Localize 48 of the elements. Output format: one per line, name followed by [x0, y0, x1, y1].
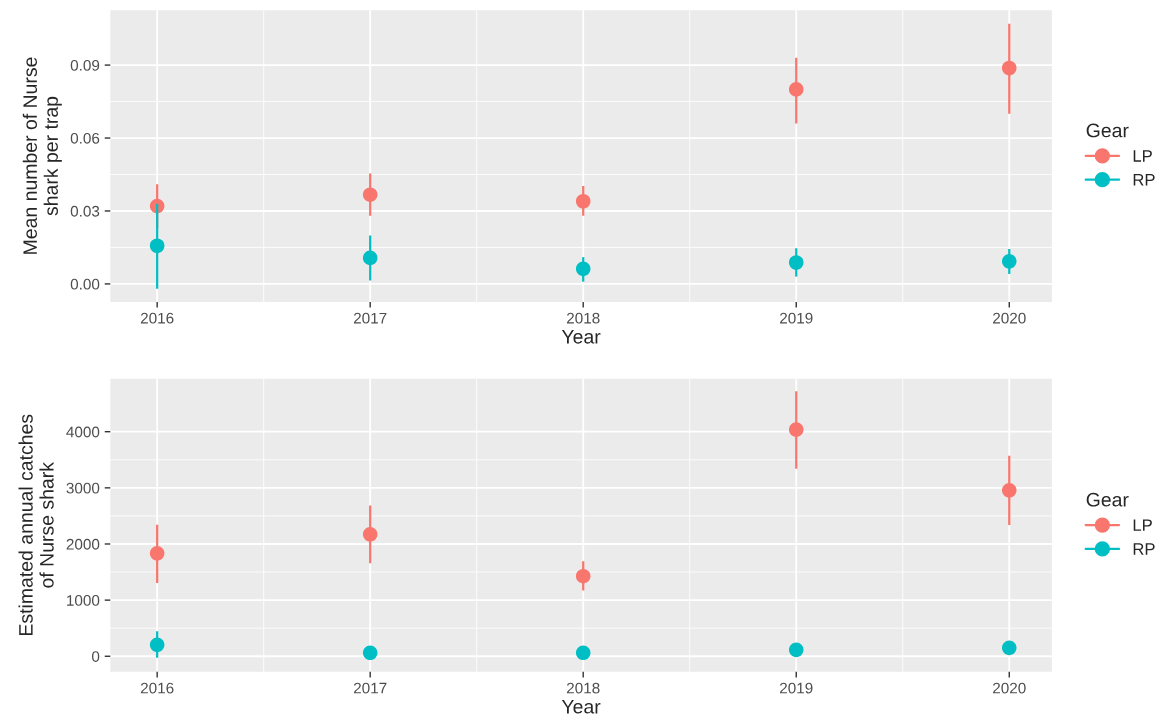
y-axis-title: Mean number of Nurse shark per trap — [22, 57, 62, 254]
x-tick-label: 2020 — [993, 312, 1026, 324]
point — [1001, 254, 1017, 269]
y-tick-label: 0.09 — [70, 59, 100, 71]
y-tick-label: 0 — [91, 651, 100, 662]
point — [788, 82, 804, 97]
point — [362, 527, 378, 542]
point — [1001, 483, 1017, 498]
legend-label: LP — [1133, 519, 1152, 531]
point — [1001, 60, 1017, 76]
x-tick-label: 2020 — [993, 682, 1026, 694]
y-tick-label: 0.00 — [70, 278, 100, 290]
point — [575, 568, 591, 584]
y-tick-label: 0.03 — [70, 205, 100, 217]
point — [362, 187, 378, 202]
point — [362, 645, 378, 661]
point — [575, 193, 591, 209]
x-tick-label: 2018 — [566, 312, 600, 324]
legend-title: Gear — [1086, 123, 1129, 138]
point — [575, 645, 591, 661]
x-tick-label: 2017 — [353, 682, 387, 694]
x-axis-title: Year — [561, 330, 601, 344]
x-tick-label: 2019 — [780, 682, 813, 694]
point — [149, 238, 165, 254]
point — [362, 250, 378, 266]
point — [788, 422, 804, 437]
point — [1001, 640, 1017, 656]
legend-label: LP — [1133, 150, 1152, 162]
y-tick-label: 4000 — [66, 426, 100, 438]
y-tick-label: 0.06 — [70, 132, 100, 144]
y-tick-label: 2000 — [66, 538, 100, 550]
x-tick-label: 2016 — [140, 312, 174, 324]
legend-label: RP — [1133, 174, 1155, 186]
x-tick-label: 2016 — [140, 682, 174, 694]
y-tick-label: 1000 — [67, 594, 100, 606]
point — [149, 546, 165, 561]
legend-label: RP — [1133, 543, 1155, 555]
y-tick-label: 3000 — [66, 482, 100, 494]
point — [149, 637, 165, 653]
x-tick-label: 2017 — [353, 312, 387, 324]
x-tick-label: 2019 — [780, 312, 813, 324]
y-axis-title: Estimated annual catches of Nurse shark — [18, 414, 54, 635]
x-tick-label: 2018 — [566, 682, 600, 694]
x-axis-title: Year — [561, 700, 601, 714]
point — [788, 642, 804, 658]
point — [575, 261, 591, 277]
legend-title: Gear — [1086, 492, 1129, 507]
point — [788, 255, 804, 270]
